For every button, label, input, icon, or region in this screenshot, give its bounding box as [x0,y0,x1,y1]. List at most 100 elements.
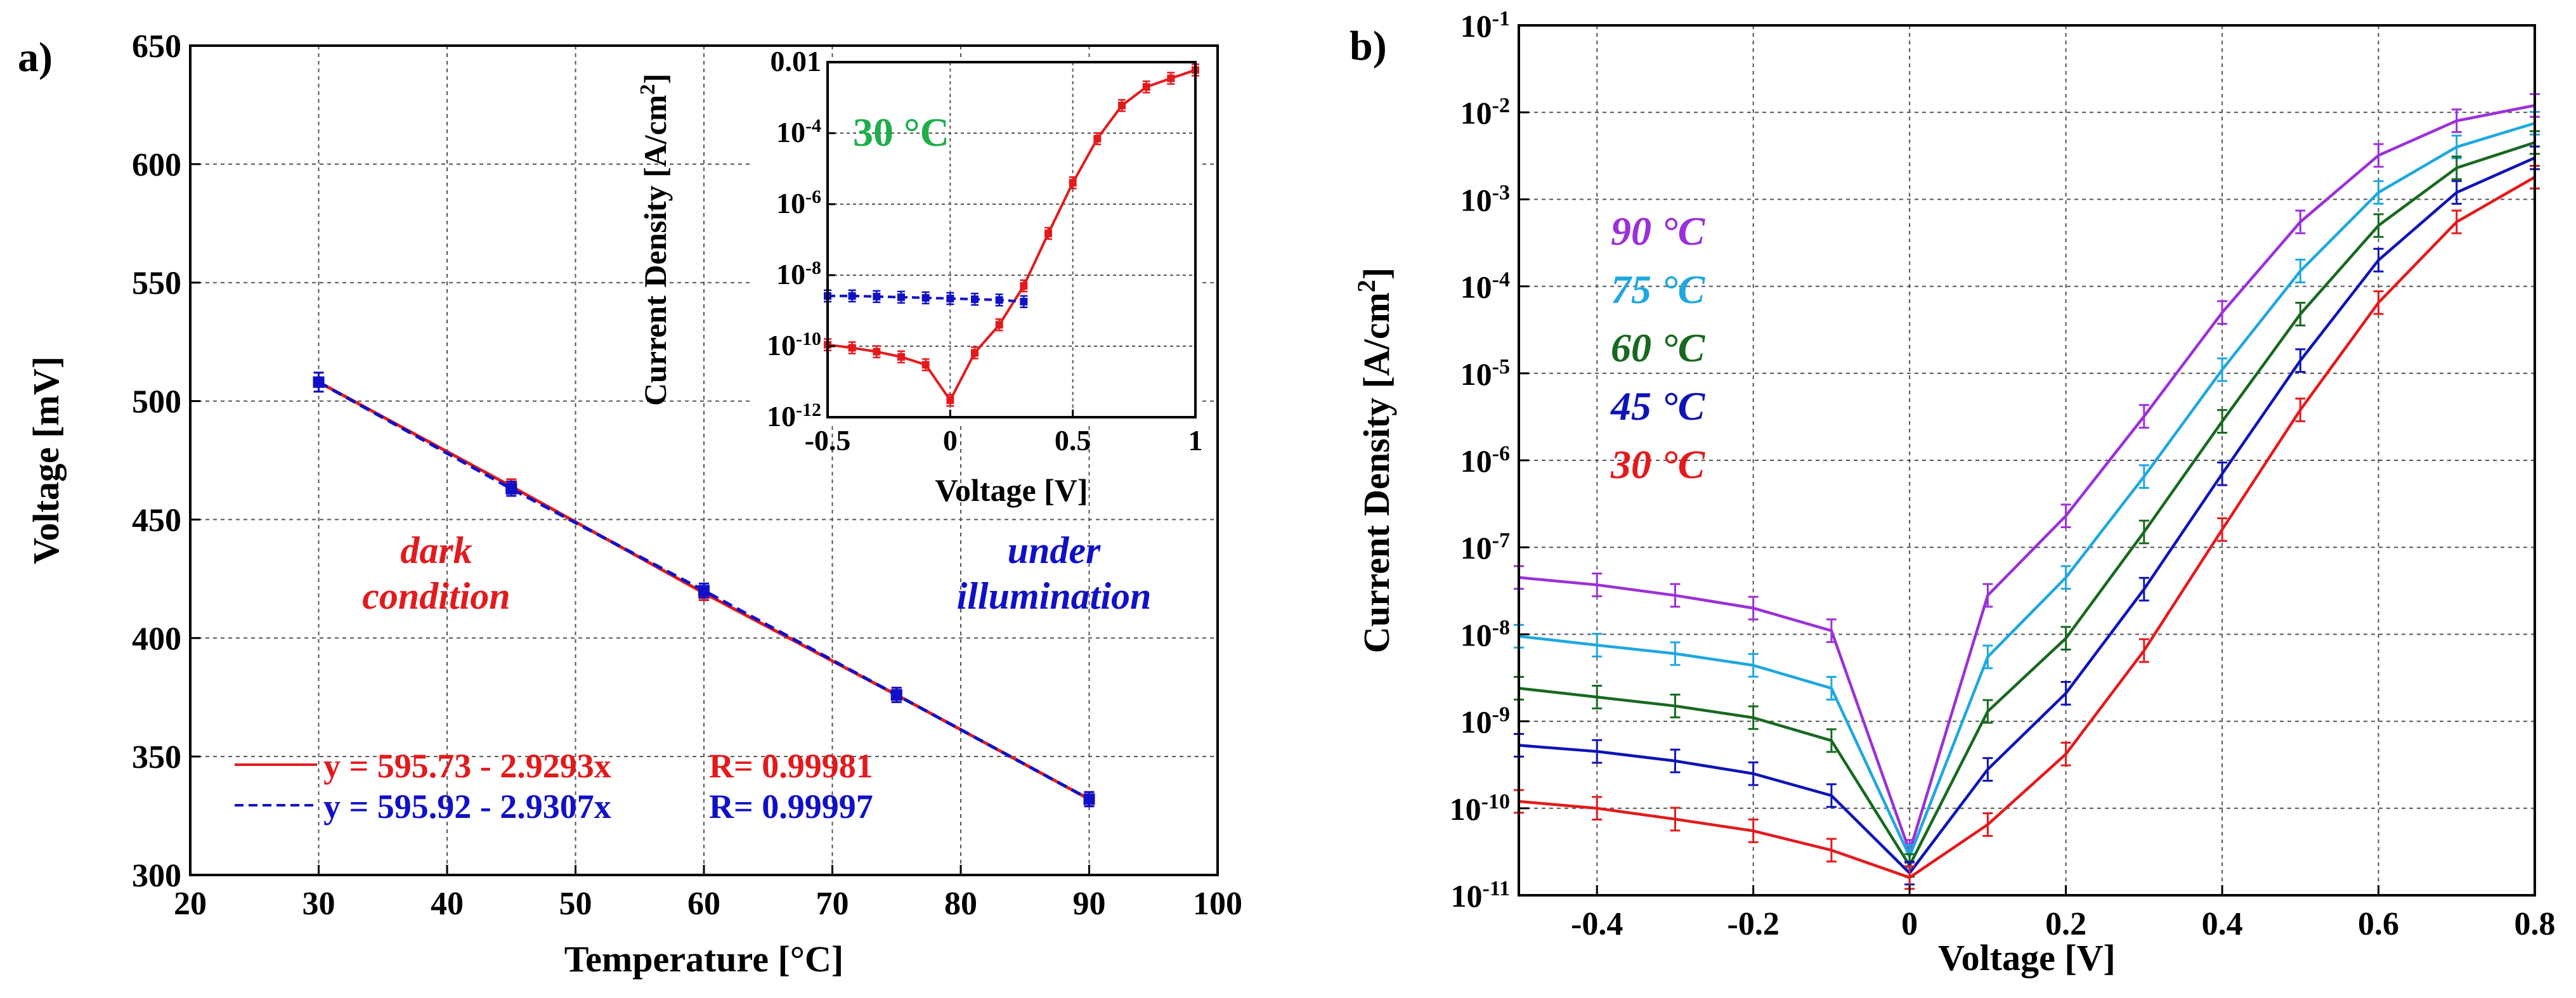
panel-a-label: a) [18,34,53,81]
inset-data-point [873,347,881,356]
y-tick-label: 600 [132,147,181,183]
b-y-tick-label: 10-3 [1460,181,1510,218]
inset-y-tick-mantissa: 10 [776,116,805,148]
x-tick-label: 100 [1193,886,1242,922]
inset-data-point [971,349,979,357]
inset-xlabel: Voltage [V] [935,472,1088,508]
inset-y-tick-label: 10-12 [767,399,821,433]
data-point [1083,793,1095,805]
inset-data-point [1118,101,1126,110]
b-x-tick-label: -0.4 [1571,906,1623,942]
annotation-dark-condition-line1: dark [400,529,472,571]
annotation-dark-condition-line2: condition [362,575,510,617]
panel-b-ylabel-close: ] [1356,268,1397,280]
b-y-tick-mantissa: 10 [1460,617,1492,652]
inset-y-tick-mantissa: 10 [767,400,796,432]
inset-ylabel-sup: 2 [636,84,660,95]
b-series-line [1518,156,2535,876]
legend-fit-dark: y = 595.73 - 2.9293x [323,747,611,785]
inset-data-point [946,396,954,405]
inset-data-point [1044,230,1052,238]
b-y-tick-mantissa: 10 [1460,356,1492,392]
panel-b-grid [1519,25,2535,895]
panel-b-label: b) [1350,23,1387,69]
inset-y-tick-exponent: -4 [805,115,821,136]
b-legend-label: 90 °C [1611,209,1706,254]
b-y-tick-exponent: -1 [1492,7,1510,30]
b-y-tick-exponent: -2 [1492,94,1510,117]
inset-y-tick-mantissa: 10 [776,258,805,290]
inset-data-point [921,294,930,302]
b-y-tick-label: 10-9 [1460,703,1510,740]
annotation-under-illumination-line2: illumination [957,575,1152,617]
b-y-tick-exponent: -10 [1481,789,1510,813]
data-point [698,585,710,597]
b-y-tick-mantissa: 10 [1460,704,1492,740]
data-point [505,483,517,495]
b-y-tick-mantissa: 10 [1460,269,1492,305]
panel-a-series [313,372,1095,808]
inset-ylabel: Current Density [A/cm2] [636,74,673,406]
legend-r-illum: R= 0.99997 [709,787,873,826]
b-y-tick-exponent: -3 [1492,181,1510,204]
b-y-tick-exponent: -9 [1492,703,1510,726]
legend-fit-illum: y = 595.92 - 2.9307x [323,787,611,826]
inset-data-point [1069,179,1077,187]
y-tick-label: 400 [132,621,181,657]
panel-b-plot-frame [1518,24,2536,897]
inset-ylabel-text: Current Density [A/cm [637,95,673,406]
x-tick-label: 50 [559,886,592,922]
inset-data-point [897,353,905,361]
panel-b-ylabel-sup: 2 [1352,280,1381,292]
inset-data-point [995,296,1003,304]
b-x-tick-label: 0.6 [2358,906,2399,942]
inset-series-line-dark [827,68,1196,403]
inset-data-point [995,321,1003,329]
b-y-tick-label: 10-10 [1450,789,1510,827]
b-y-tick-mantissa: 10 [1460,443,1492,479]
inset-ylabel-close: ] [637,74,673,84]
inset-background [751,57,1199,425]
inset-y-tick-exponent: -12 [796,399,821,420]
inset-y-tick-label: 0.01 [771,45,822,77]
b-series-line [1518,104,2535,856]
inset-x-tick-label: 1 [1188,424,1203,457]
inset-y-tick-mantissa: 10 [776,187,805,219]
panel-b-ticks: -0.4 -0.2 0 0.2 0.4 0.6 0.810-1110-1010-910-81… [1450,7,2556,943]
b-y-tick-exponent: -5 [1492,354,1510,378]
inset-temperature-label: 30 °C [853,110,949,155]
b-y-tick-label: 10-2 [1460,94,1510,131]
b-y-tick-exponent: -8 [1492,616,1510,639]
b-y-tick-label: 10-1 [1460,7,1510,44]
x-tick-label: 20 [174,886,207,922]
inset-y-tick-label: 10-10 [767,328,821,362]
b-legend-label: 60 °C [1611,325,1706,370]
inset-plot-frame [826,61,1197,418]
b-y-tick-label: 10-8 [1460,616,1510,653]
y-tick-label: 350 [132,739,181,775]
b-x-tick-label: 0.2 [2045,906,2086,942]
inset-data-point [1020,282,1028,290]
inset-data-point [1142,83,1150,91]
panel-a-ticks: 20 30 40 50 60 70 80 90 100300350400450500550600… [132,29,1242,922]
b-y-tick-exponent: -11 [1483,877,1510,900]
x-tick-label: 80 [944,886,977,922]
b-legend-label: 30 °C [1610,442,1706,487]
b-y-tick-label: 10-5 [1460,354,1510,392]
panel-a-xlabel: Temperature [°C] [564,938,843,980]
b-y-tick-mantissa: 10 [1460,182,1492,217]
b-x-tick-label: -0.2 [1727,906,1779,942]
panel-a-plot-frame [189,44,1219,876]
b-x-tick-label: 0.4 [2202,906,2243,942]
data-point [890,689,902,701]
b-series-line [1518,122,2535,860]
inset-y-tick-exponent: -8 [805,257,821,278]
b-y-tick-mantissa: 10 [1460,95,1492,131]
x-tick-label: 90 [1073,886,1106,922]
b-y-tick-mantissa: 10 [1450,791,1481,827]
inset-data-point [946,294,954,302]
y-tick-label: 650 [132,29,181,65]
x-tick-label: 70 [816,886,849,922]
